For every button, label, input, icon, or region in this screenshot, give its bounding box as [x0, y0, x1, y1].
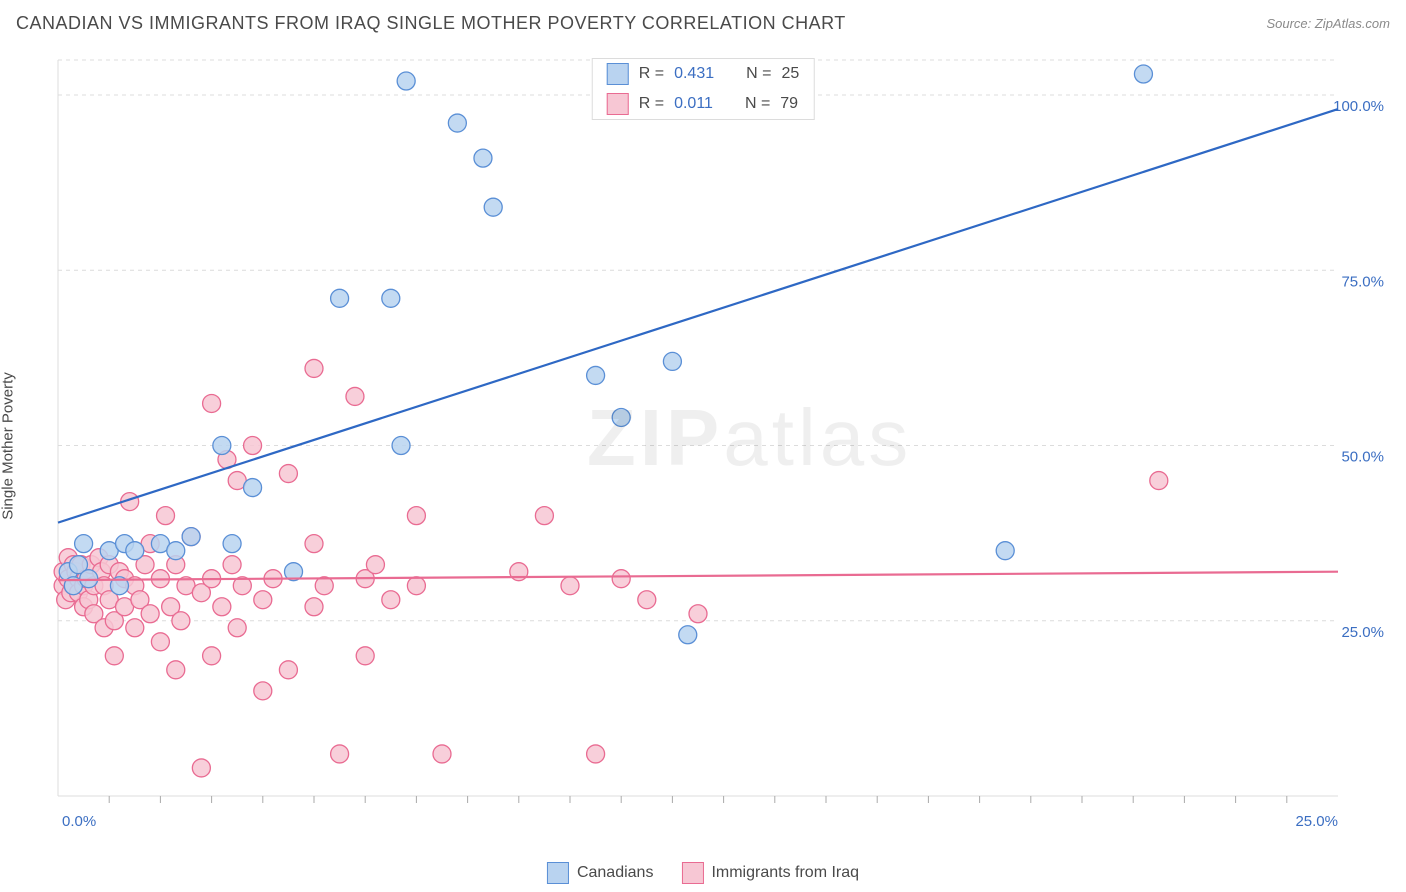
n-label: N = — [746, 65, 771, 83]
r-value: 0.431 — [674, 65, 714, 83]
category-legend: Canadians Immigrants from Iraq — [547, 862, 859, 884]
n-label: N = — [745, 95, 770, 113]
legend-item-canadians: Canadians — [547, 862, 654, 884]
legend-label: Canadians — [577, 864, 654, 882]
swatch-immigrants — [607, 93, 629, 115]
svg-text:25.0%: 25.0% — [1341, 624, 1384, 641]
chart-title: CANADIAN VS IMMIGRANTS FROM IRAQ SINGLE … — [16, 13, 846, 34]
source-prefix: Source: — [1266, 16, 1314, 31]
svg-text:25.0%: 25.0% — [1295, 813, 1338, 830]
legend-row-immigrants: R = 0.011 N = 79 — [593, 89, 814, 119]
swatch-immigrants — [681, 862, 703, 884]
svg-text:0.0%: 0.0% — [62, 813, 96, 830]
correlation-legend: R = 0.431 N = 25 R = 0.011 N = 79 — [592, 58, 815, 120]
svg-text:75.0%: 75.0% — [1341, 273, 1384, 290]
swatch-canadians — [547, 862, 569, 884]
legend-label: Immigrants from Iraq — [711, 864, 859, 882]
chart-area: 25.0%50.0%75.0%100.0%0.0%25.0% ZIPatlas — [48, 56, 1386, 838]
n-value: 25 — [781, 65, 799, 83]
y-axis-label: Single Mother Poverty — [0, 372, 17, 520]
r-label: R = — [639, 95, 664, 113]
r-value: 0.011 — [674, 95, 713, 113]
scatter-chart: 25.0% 50.0% 75.0% 100.0% 0.0% 25.0% — [48, 56, 1386, 838]
n-value: 79 — [780, 95, 798, 113]
source-attribution: Source: ZipAtlas.com — [1266, 16, 1390, 31]
header: CANADIAN VS IMMIGRANTS FROM IRAQ SINGLE … — [0, 0, 1406, 46]
swatch-canadians — [607, 63, 629, 85]
legend-item-immigrants: Immigrants from Iraq — [681, 862, 859, 884]
svg-text:50.0%: 50.0% — [1341, 449, 1384, 466]
r-label: R = — [639, 65, 664, 83]
svg-text:100.0%: 100.0% — [1333, 98, 1384, 115]
legend-row-canadians: R = 0.431 N = 25 — [593, 59, 814, 89]
source-site: ZipAtlas.com — [1315, 16, 1390, 31]
